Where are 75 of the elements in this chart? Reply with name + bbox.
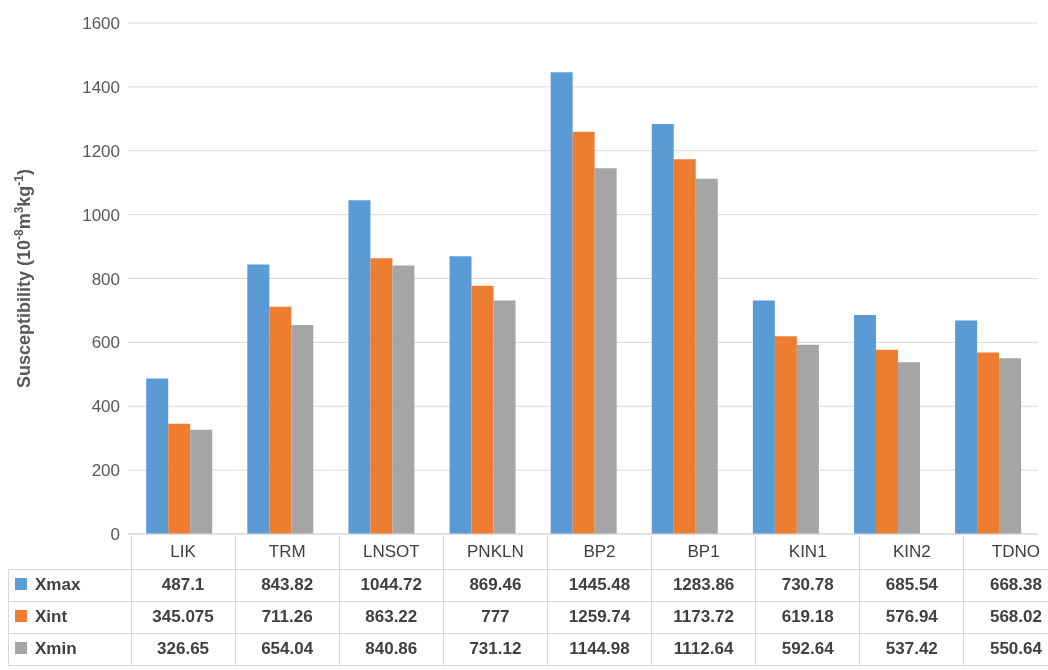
bar <box>796 344 819 534</box>
bar <box>190 429 213 534</box>
data-label: 487.1 <box>131 569 236 601</box>
data-label: 1044.72 <box>339 569 444 601</box>
y-tick-label: 1000 <box>82 205 120 225</box>
data-label: 1259.74 <box>547 601 652 633</box>
x-tick-label: BP2 <box>547 536 652 569</box>
data-label: 345.075 <box>131 601 236 633</box>
data-label: 568.02 <box>963 601 1048 633</box>
data-label: 731.12 <box>443 633 548 665</box>
x-tick-label: KIN1 <box>755 536 860 569</box>
y-tick-label: 1400 <box>82 77 120 97</box>
data-label: 1112.64 <box>651 633 756 665</box>
y-tick-label: 200 <box>91 461 120 481</box>
legend-label: Xmin <box>8 633 131 665</box>
bar <box>168 423 191 534</box>
bar <box>752 300 775 534</box>
bar <box>955 320 978 534</box>
bar <box>774 336 797 534</box>
y-tick-label: 1600 <box>82 14 120 34</box>
data-label: 592.64 <box>755 633 860 665</box>
data-label: 326.65 <box>131 633 236 665</box>
bar <box>594 168 617 534</box>
data-label: 863.22 <box>339 601 444 633</box>
bar <box>897 362 920 534</box>
bar <box>999 358 1022 534</box>
x-tick-label: PNKLN <box>443 536 548 569</box>
data-label: 550.64 <box>963 633 1048 665</box>
bar <box>493 300 516 534</box>
bar <box>269 306 292 534</box>
data-label: 1283.86 <box>651 569 756 601</box>
bar <box>572 131 595 534</box>
y-tick-label: 1200 <box>82 141 120 161</box>
bar <box>651 123 674 534</box>
x-tick-label: TDNO <box>963 536 1048 569</box>
data-label: 668.38 <box>963 569 1048 601</box>
data-label: 654.04 <box>235 633 340 665</box>
data-label: 843.82 <box>235 569 340 601</box>
legend-label: Xint <box>8 601 131 633</box>
bar <box>673 159 696 534</box>
y-tick-label: 400 <box>91 397 120 417</box>
bar <box>291 325 314 534</box>
bar <box>392 265 415 534</box>
data-label: 869.46 <box>443 569 548 601</box>
x-tick-label: TRM <box>235 536 340 569</box>
data-label: 711.26 <box>235 601 340 633</box>
x-tick-label: LIK <box>131 536 236 569</box>
bar <box>370 258 393 534</box>
bar <box>471 285 494 534</box>
data-label: 840.86 <box>339 633 444 665</box>
bar <box>875 349 898 534</box>
data-label: 685.54 <box>859 569 964 601</box>
data-label: 1173.72 <box>651 601 756 633</box>
y-tick-label: 600 <box>91 333 120 353</box>
bar <box>247 264 270 534</box>
x-tick-label: LNSOT <box>339 536 444 569</box>
bar <box>853 315 876 534</box>
bar <box>449 256 472 534</box>
data-label: 1445.48 <box>547 569 652 601</box>
y-tick-label: 800 <box>91 269 120 289</box>
bar <box>348 200 371 534</box>
x-tick-label: KIN2 <box>859 536 964 569</box>
data-label: 537.42 <box>859 633 964 665</box>
data-label: 619.18 <box>755 601 860 633</box>
legend-label: Xmax <box>8 569 131 601</box>
x-tick-label: BP1 <box>651 536 756 569</box>
data-label: 730.78 <box>755 569 860 601</box>
bar <box>977 352 1000 534</box>
bar <box>550 72 573 534</box>
data-label: 1144.98 <box>547 633 652 665</box>
bar <box>695 178 718 534</box>
y-tick-label: 0 <box>110 525 120 545</box>
data-label: 777 <box>443 601 548 633</box>
bar <box>146 378 169 534</box>
data-label: 576.94 <box>859 601 964 633</box>
